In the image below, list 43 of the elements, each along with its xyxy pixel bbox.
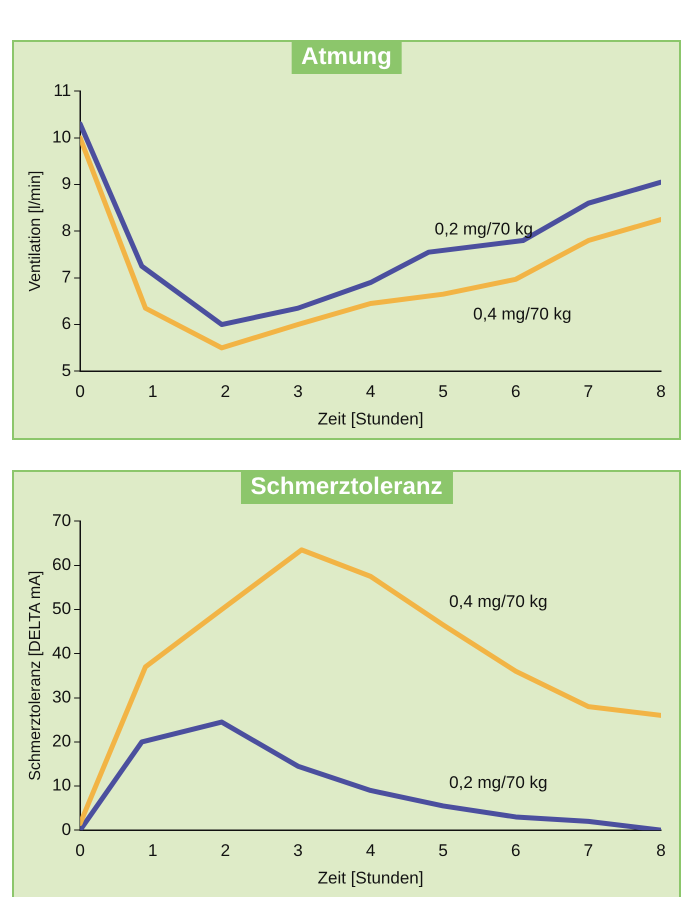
y-tick-label: 10 [52,128,72,147]
x-tick-label: 6 [511,382,521,402]
y-tick-label: 0 [62,820,72,839]
series-label: 0,4 mg/70 kg [449,592,548,612]
x-tick-label: 0 [75,841,85,860]
x-tick-label: 8 [656,841,666,860]
y-tick-label: 30 [52,687,72,706]
x-tick-label: 3 [293,841,303,860]
series-label: 0,4 mg/70 kg [473,304,572,324]
x-tick-label: 3 [293,382,303,402]
x-tick-label: 5 [438,382,448,402]
series-label: 0,2 mg/70 kg [449,773,548,792]
x-tick-label: 4 [366,382,376,402]
chart-title: Schmerztoleranz [240,470,453,504]
y-tick-label: 6 [62,314,72,334]
x-tick-label: 1 [148,382,158,402]
y-tick-label: 11 [53,80,72,100]
y-tick-label: 20 [52,732,72,751]
x-tick-label: 1 [148,841,158,860]
series-label: 0,2 mg/70 kg [434,219,533,238]
y-tick-label: 70 [52,510,72,530]
x-tick-label: 2 [220,382,230,402]
y-tick-label: 7 [62,268,72,287]
x-axis-title: Zeit [Stunden] [318,409,424,428]
y-axis-title: Ventilation [l/min] [27,170,44,292]
y-tick-label: 5 [62,360,72,380]
y-tick-label: 10 [52,776,72,795]
x-tick-label: 4 [366,841,376,860]
x-tick-label: 7 [584,382,594,402]
y-tick-label: 40 [52,643,72,662]
y-axis-title: Schmerztoleranz [DELTA mA] [27,570,44,781]
y-tick-label: 50 [52,599,72,618]
x-tick-label: 5 [438,841,448,860]
x-tick-label: 8 [656,382,666,402]
chart-title: Atmung [291,40,402,74]
x-tick-label: 7 [584,841,594,860]
x-tick-label: 2 [220,841,230,860]
y-tick-label: 60 [52,555,72,574]
y-tick-label: 8 [62,220,72,240]
x-tick-label: 0 [75,382,85,402]
x-tick-label: 6 [511,841,521,860]
x-axis-title: Zeit [Stunden] [318,868,424,888]
y-tick-label: 9 [62,174,72,194]
